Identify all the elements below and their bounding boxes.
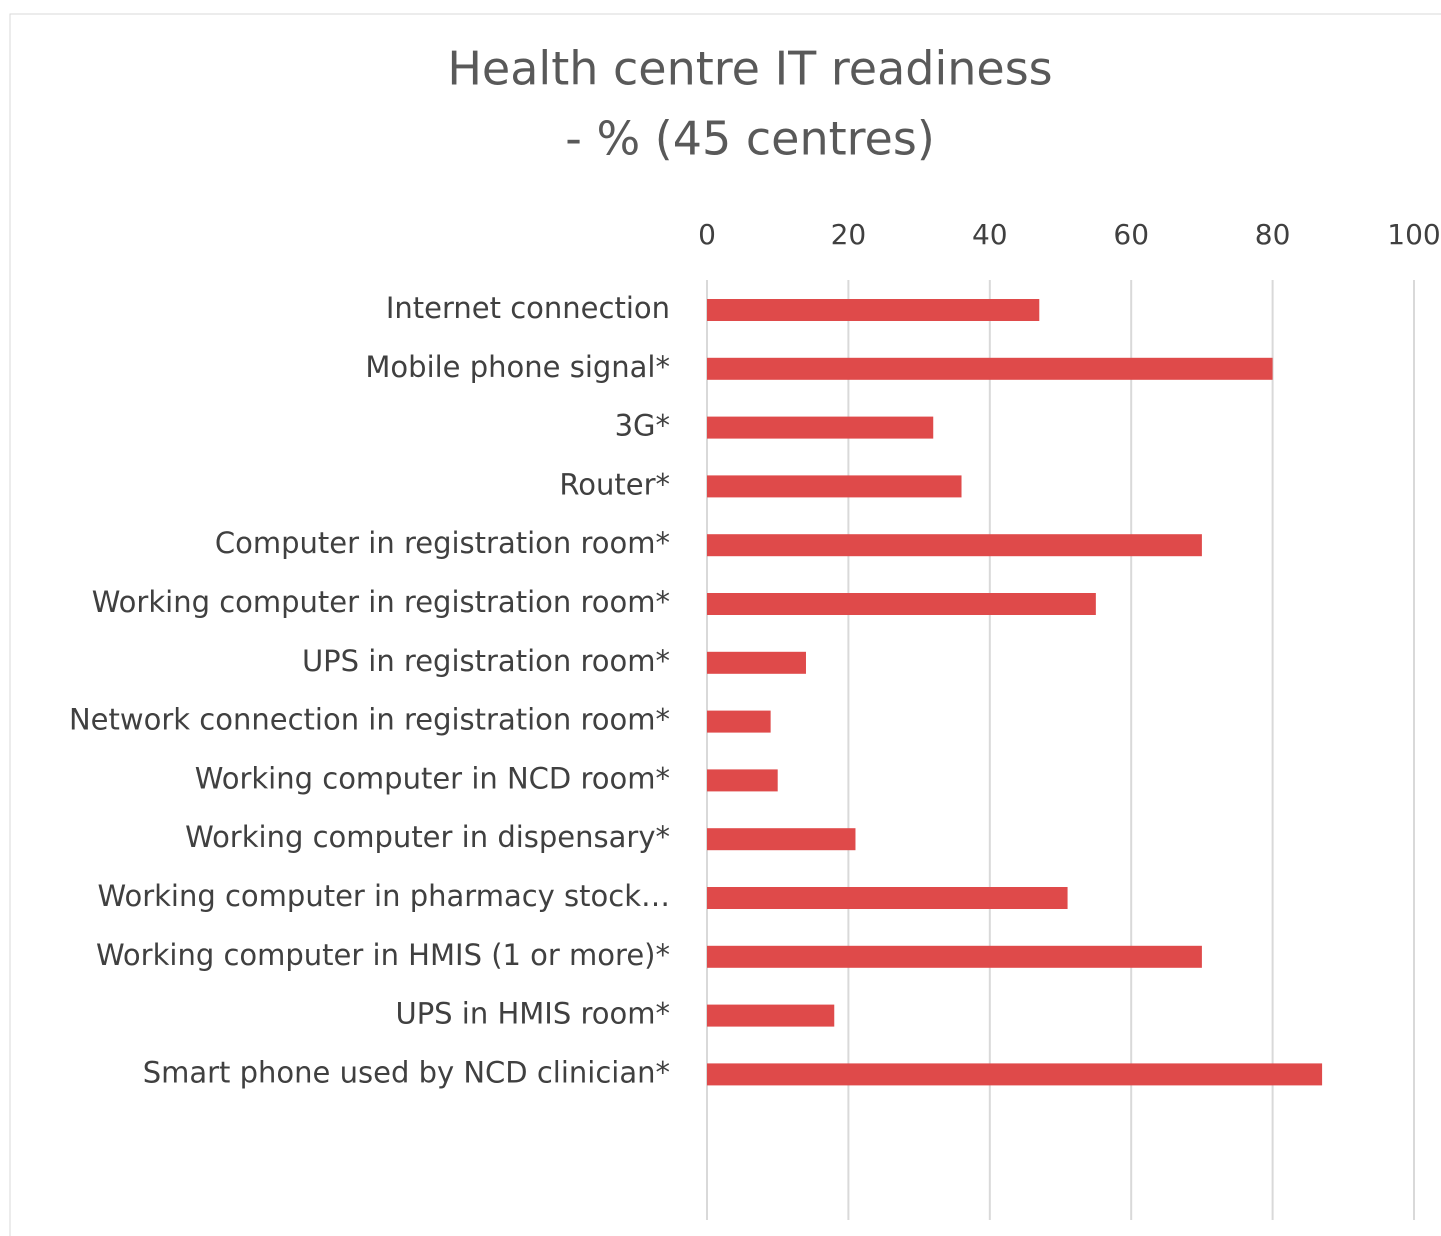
y-tick-label: Working computer in registration room* xyxy=(92,585,670,619)
y-tick-label: Computer in registration room* xyxy=(215,526,670,560)
y-tick-label: Working computer in dispensary* xyxy=(185,820,670,854)
x-tick-label: 100 xyxy=(1387,218,1440,251)
bar xyxy=(707,1004,835,1027)
bar xyxy=(707,710,771,733)
bar xyxy=(707,475,962,498)
bar xyxy=(707,416,934,439)
bar xyxy=(707,534,1202,557)
bar xyxy=(707,299,1040,321)
bar xyxy=(707,828,856,851)
y-tick-label: UPS in HMIS room* xyxy=(395,997,670,1031)
bar xyxy=(707,651,806,674)
y-tick-label: Working computer in pharmacy stock… xyxy=(97,879,670,913)
chart-title: - % (45 centres) xyxy=(565,112,935,166)
bar xyxy=(707,769,778,792)
y-tick-label: UPS in registration room* xyxy=(302,644,670,678)
bar xyxy=(707,357,1273,380)
chart-frame xyxy=(9,13,1441,1236)
y-tick-label: Network connection in registration room* xyxy=(69,703,670,737)
bar xyxy=(707,1063,1323,1086)
y-tick-label: Working computer in NCD room* xyxy=(195,761,670,795)
y-tick-label: Router* xyxy=(559,467,670,501)
y-tick-label: Working computer in HMIS (1 or more)* xyxy=(96,938,670,972)
x-tick-label: 0 xyxy=(698,218,716,251)
chart-title: Health centre IT readiness xyxy=(447,42,1052,96)
bar xyxy=(707,887,1068,909)
x-tick-label: 80 xyxy=(1255,218,1291,251)
bar xyxy=(707,593,1096,615)
x-tick-label: 40 xyxy=(972,218,1008,251)
x-tick-label: 20 xyxy=(831,218,867,251)
bar xyxy=(707,945,1202,968)
y-tick-label: Smart phone used by NCD clinician* xyxy=(143,1055,670,1089)
x-tick-label: 60 xyxy=(1113,218,1149,251)
y-tick-label: Internet connection xyxy=(386,291,670,325)
y-tick-label: 3G* xyxy=(615,409,670,443)
y-tick-label: Mobile phone signal* xyxy=(365,350,670,384)
